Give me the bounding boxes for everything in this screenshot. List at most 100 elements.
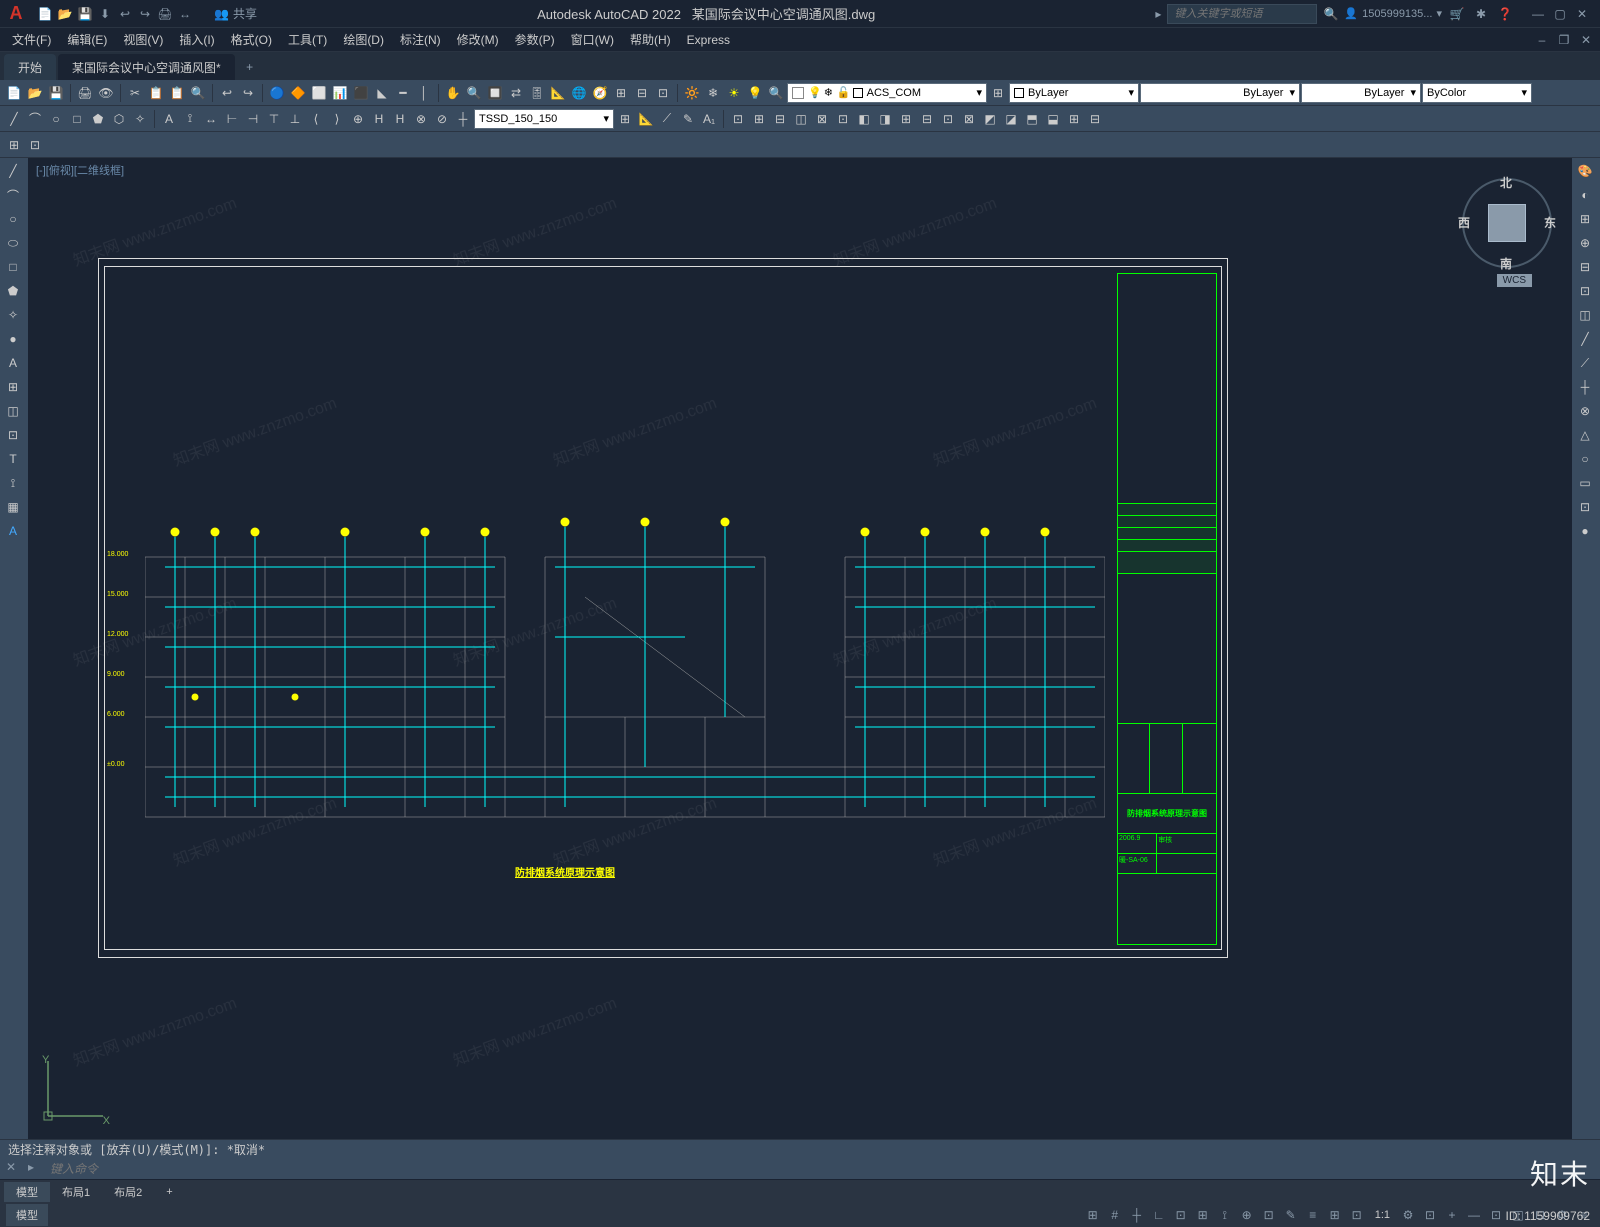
tb-shape1-icon[interactable]: 🔵	[267, 83, 287, 103]
tb2-dim9-icon[interactable]: ⊕	[348, 109, 368, 129]
app-menu-icon[interactable]: ✱	[1472, 5, 1490, 23]
tb-paste-icon[interactable]: 📋	[167, 83, 187, 103]
tb-nav3-icon[interactable]: 🌐	[569, 83, 589, 103]
sb-osnap-icon[interactable]: ⊡	[1171, 1205, 1191, 1225]
tb-nav4-icon[interactable]: 🧭	[590, 83, 610, 103]
rt-2-icon[interactable]: ◐	[1574, 184, 1596, 206]
tb2-m20-icon[interactable]: ⬒	[1022, 109, 1042, 129]
doc-close-button[interactable]: ✕	[1576, 30, 1596, 50]
wcs-badge[interactable]: WCS	[1497, 274, 1532, 287]
doc-restore-button[interactable]: ❐	[1554, 30, 1574, 50]
sb-lwt-icon[interactable]: ⊕	[1237, 1205, 1257, 1225]
layout-tab-model[interactable]: 模型	[4, 1182, 50, 1202]
tb-pan-icon[interactable]: ✋	[443, 83, 463, 103]
lt-spline-icon[interactable]: ✧	[2, 304, 24, 326]
sb-qp-icon[interactable]: ✎	[1281, 1205, 1301, 1225]
tb-open-icon[interactable]: 📂	[25, 83, 45, 103]
qat-save-icon[interactable]: 💾	[76, 5, 94, 23]
rt-5-icon[interactable]: ⊟	[1574, 256, 1596, 278]
tb2-m23-icon[interactable]: ⊟	[1085, 109, 1105, 129]
sb-iso-icon[interactable]: ⊡	[1486, 1205, 1506, 1225]
tb3-2-icon[interactable]: ⊡	[25, 135, 45, 155]
tb-shape6-icon[interactable]: ◣	[372, 83, 392, 103]
tb2-dim10-icon[interactable]: ⊗	[411, 109, 431, 129]
tb-light3-icon[interactable]: ☀	[724, 83, 744, 103]
tb2-m10-icon[interactable]: ⊠	[812, 109, 832, 129]
tb2-dim6-icon[interactable]: ⊥	[285, 109, 305, 129]
lt-line-icon[interactable]: ╱	[2, 160, 24, 182]
tb2-poly-icon[interactable]: ⬟	[88, 109, 108, 129]
linetype-combo[interactable]: ByLayer▾	[1140, 83, 1300, 103]
search-input[interactable]	[1167, 4, 1317, 24]
sb-scale[interactable]: 1:1	[1369, 1209, 1396, 1221]
rt-14-icon[interactable]: ▭	[1574, 472, 1596, 494]
viewcube-west[interactable]: 西	[1458, 214, 1470, 231]
sb-gear-icon[interactable]: ⚙	[1398, 1205, 1418, 1225]
qat-new-icon[interactable]: 📄	[36, 5, 54, 23]
sb-max-icon[interactable]: ⊡	[1420, 1205, 1440, 1225]
menu-file[interactable]: 文件(F)	[4, 29, 59, 50]
tb2-hex-icon[interactable]: ⬡	[109, 109, 129, 129]
tb2-dimh2-icon[interactable]: H	[390, 109, 410, 129]
tb2-m13-icon[interactable]: ◨	[875, 109, 895, 129]
tb2-m9-icon[interactable]: ◫	[791, 109, 811, 129]
tb-light1-icon[interactable]: 🔆	[682, 83, 702, 103]
app-logo[interactable]: A	[4, 2, 28, 26]
tb2-rect-icon[interactable]: □	[67, 109, 87, 129]
qat-sync-icon[interactable]: ↔	[176, 5, 194, 23]
window-maximize-button[interactable]: ▢	[1550, 4, 1570, 24]
tb2-dim5-icon[interactable]: ⊤	[264, 109, 284, 129]
tb2-dimh1-icon[interactable]: H	[369, 109, 389, 129]
tb2-m1-icon[interactable]: ⊞	[615, 109, 635, 129]
tb2-m8-icon[interactable]: ⊟	[770, 109, 790, 129]
status-model[interactable]: 模型	[6, 1204, 48, 1226]
tb-shape7-icon[interactable]: ━	[393, 83, 413, 103]
rt-7-icon[interactable]: ◫	[1574, 304, 1596, 326]
tb2-dim3-icon[interactable]: ⊢	[222, 109, 242, 129]
menu-modify[interactable]: 修改(M)	[449, 29, 507, 50]
tb-nav5-icon[interactable]: ⊞	[611, 83, 631, 103]
tb-nav2-icon[interactable]: 📐	[548, 83, 568, 103]
qat-saveas-icon[interactable]: ⬇	[96, 5, 114, 23]
tb2-dim1-icon[interactable]: ⟟	[180, 109, 200, 129]
lt-table-icon[interactable]: ⊡	[2, 424, 24, 446]
menu-edit[interactable]: 编辑(E)	[59, 29, 115, 50]
menu-parametric[interactable]: 参数(P)	[507, 29, 563, 50]
rt-9-icon[interactable]: ⟋	[1574, 352, 1596, 374]
lt-rect-icon[interactable]: □	[2, 256, 24, 278]
tb-shape8-icon[interactable]: │	[414, 83, 434, 103]
qat-open-icon[interactable]: 📂	[56, 5, 74, 23]
tb2-dim8-icon[interactable]: ⟩	[327, 109, 347, 129]
tab-active-file[interactable]: 某国际会议中心空调通风图*	[58, 54, 235, 80]
tb-layerprop-icon[interactable]: ⊞	[988, 83, 1008, 103]
tb2-m18-icon[interactable]: ◩	[980, 109, 1000, 129]
tb-redo2-icon[interactable]: ↪	[238, 83, 258, 103]
ucs-icon[interactable]: Y X	[38, 1056, 108, 1129]
tb2-circle-icon[interactable]: ○	[46, 109, 66, 129]
tb2-dim12-icon[interactable]: ┼	[453, 109, 473, 129]
lt-arc-icon[interactable]: ⌒	[2, 184, 24, 206]
lt-ellipse-icon[interactable]: ⬭	[2, 232, 24, 254]
tb-new-icon[interactable]: 📄	[4, 83, 24, 103]
tb2-m21-icon[interactable]: ⬓	[1043, 109, 1063, 129]
tb-cut-icon[interactable]: ✂	[125, 83, 145, 103]
layout-tab-2[interactable]: 布局2	[102, 1182, 154, 1202]
tb-match-icon[interactable]: 🔍	[188, 83, 208, 103]
menu-express[interactable]: Express	[679, 31, 738, 49]
menu-view[interactable]: 视图(V)	[115, 29, 171, 50]
tb-shape3-icon[interactable]: ⬜	[309, 83, 329, 103]
layout-tab-add[interactable]: +	[154, 1184, 184, 1200]
tb2-m12-icon[interactable]: ◧	[854, 109, 874, 129]
window-close-button[interactable]: ✕	[1572, 4, 1592, 24]
dimstyle-combo[interactable]: TSSD_150_150▾	[474, 109, 614, 129]
tb-nav1-icon[interactable]: 🎚	[527, 83, 547, 103]
sb-trans-icon[interactable]: ⊡	[1259, 1205, 1279, 1225]
rt-10-icon[interactable]: ┼	[1574, 376, 1596, 398]
tb2-m22-icon[interactable]: ⊞	[1064, 109, 1084, 129]
tb2-text-icon[interactable]: A	[159, 109, 179, 129]
tb-save-icon[interactable]: 💾	[46, 83, 66, 103]
sb-otrack-icon[interactable]: ⊞	[1193, 1205, 1213, 1225]
tb-copy-icon[interactable]: 📋	[146, 83, 166, 103]
search-icon[interactable]: 🔍	[1323, 7, 1338, 21]
tb-extent-icon[interactable]: ⇄	[506, 83, 526, 103]
